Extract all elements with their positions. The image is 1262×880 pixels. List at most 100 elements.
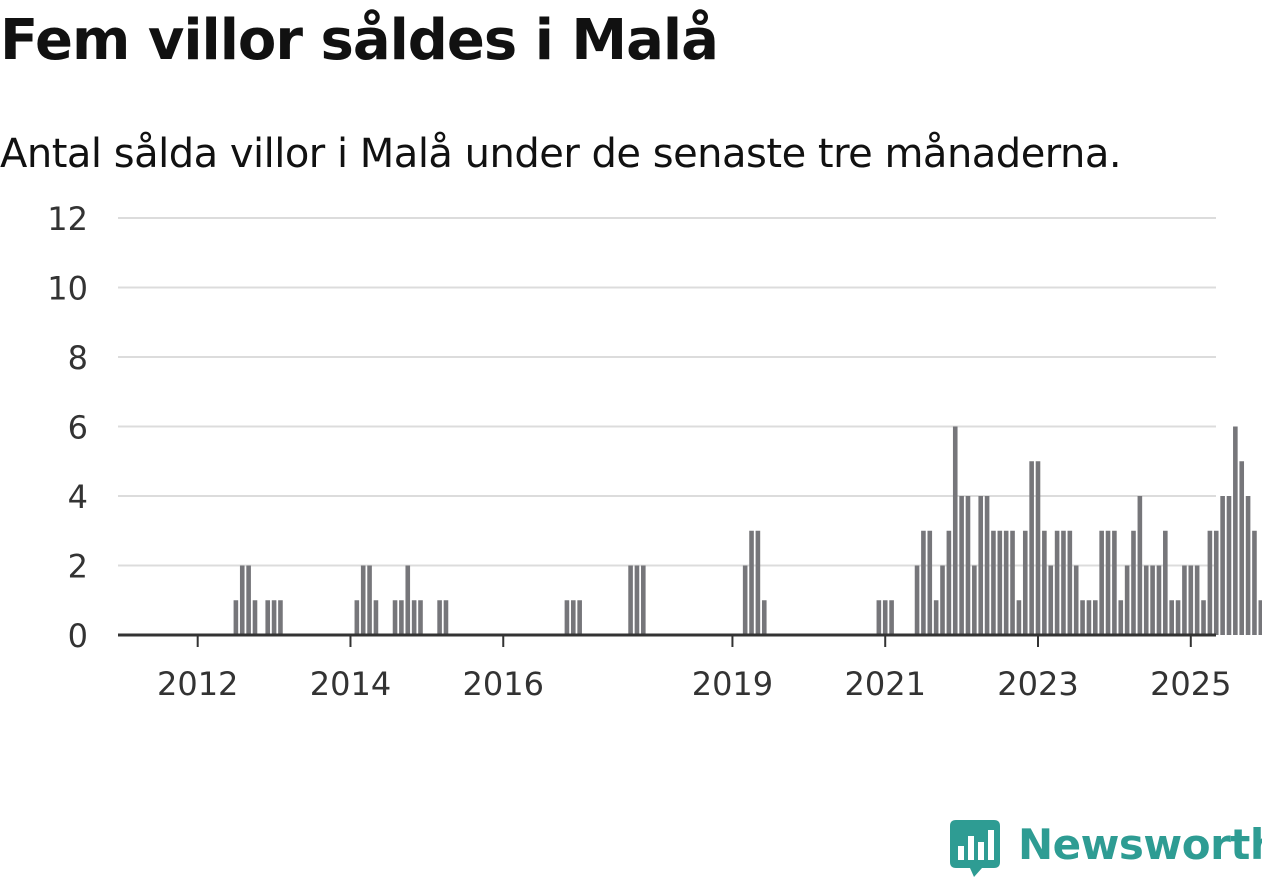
bar [411,600,417,635]
y-tick-label: 12 [47,200,88,238]
bar [1220,496,1225,635]
x-tick-label: 2016 [463,665,544,703]
x-tick-label: 2019 [692,665,773,703]
bar [1048,565,1054,635]
chart-title: Fem villor såldes i Malå [0,8,719,73]
chart-subtitle: Antal sålda villor i Malå under de senas… [0,131,1122,177]
bar [1245,496,1251,635]
bar [876,600,882,635]
bar [914,565,920,635]
bar [1099,530,1104,635]
bar [1226,496,1232,635]
gridlines [118,217,1216,567]
brand-name: Newsworthy [1018,820,1262,869]
bar [437,600,442,635]
bar [1207,530,1213,635]
bar [1112,530,1117,635]
bar [1022,530,1028,635]
bar [1131,530,1136,635]
bar [634,565,640,635]
bar [965,496,971,635]
bar [418,600,423,635]
bar [1233,426,1238,635]
bar [278,600,283,635]
bar [972,565,977,635]
bar [1003,530,1009,635]
bar [1086,600,1092,635]
bar [373,600,379,635]
bar [1029,461,1034,635]
bar [1163,530,1168,635]
bar [889,600,894,635]
bar [1213,530,1219,635]
bar [1105,530,1111,635]
bar [1061,530,1066,635]
y-tick-label: 2 [68,548,88,586]
y-axis-tick-labels: 0 2 4 6 8 10 12 [47,200,88,655]
bar [1035,461,1041,635]
bar [252,600,258,635]
bar [984,496,990,635]
x-axis [118,633,1216,647]
y-tick-label: 8 [68,339,88,377]
bar [246,565,251,635]
bar [360,565,366,635]
bar [952,426,958,635]
bar [1252,530,1257,635]
y-tick-label: 0 [68,617,88,655]
bar [742,565,748,635]
bar [1194,565,1200,635]
bar [239,565,245,635]
bar [354,600,360,635]
bar [1093,600,1098,635]
bar [755,530,761,635]
bar [1175,600,1181,635]
bar [443,600,449,635]
bar [628,565,633,635]
bar [233,600,239,635]
bar [1169,600,1174,635]
bar [978,496,984,635]
bar [399,600,404,635]
bar [1124,565,1130,635]
bar [405,565,411,635]
bar [564,600,570,635]
y-tick-label: 10 [47,270,88,308]
bar [1080,600,1085,635]
bar [367,565,372,635]
y-tick-label: 4 [68,478,88,516]
bar [882,600,888,635]
bar [940,565,945,635]
bar [991,530,996,635]
bar [570,600,576,635]
x-tick-label: 2014 [310,665,391,703]
bar [959,496,964,635]
bar [1150,565,1155,635]
bar [1201,600,1206,635]
bar [1042,530,1047,635]
bar [933,600,939,635]
bar [1239,461,1245,635]
bar [1156,565,1162,635]
bar [1143,565,1149,635]
bar [1054,530,1060,635]
bar [1010,530,1015,635]
bar [927,530,933,635]
bar [1258,600,1262,635]
bar [1016,600,1022,635]
bar [1067,530,1073,635]
x-tick-label: 2012 [157,665,238,703]
bar [392,600,398,635]
bar [271,600,277,635]
bar [641,565,646,635]
bar [1188,565,1194,635]
bar [1118,600,1124,635]
bar [1182,565,1187,635]
bar [921,530,926,635]
bar [1137,496,1143,635]
bar [1073,565,1079,635]
bar [749,530,754,635]
newsworthy-logo-icon [950,820,1000,877]
x-tick-label: 2025 [1150,665,1231,703]
